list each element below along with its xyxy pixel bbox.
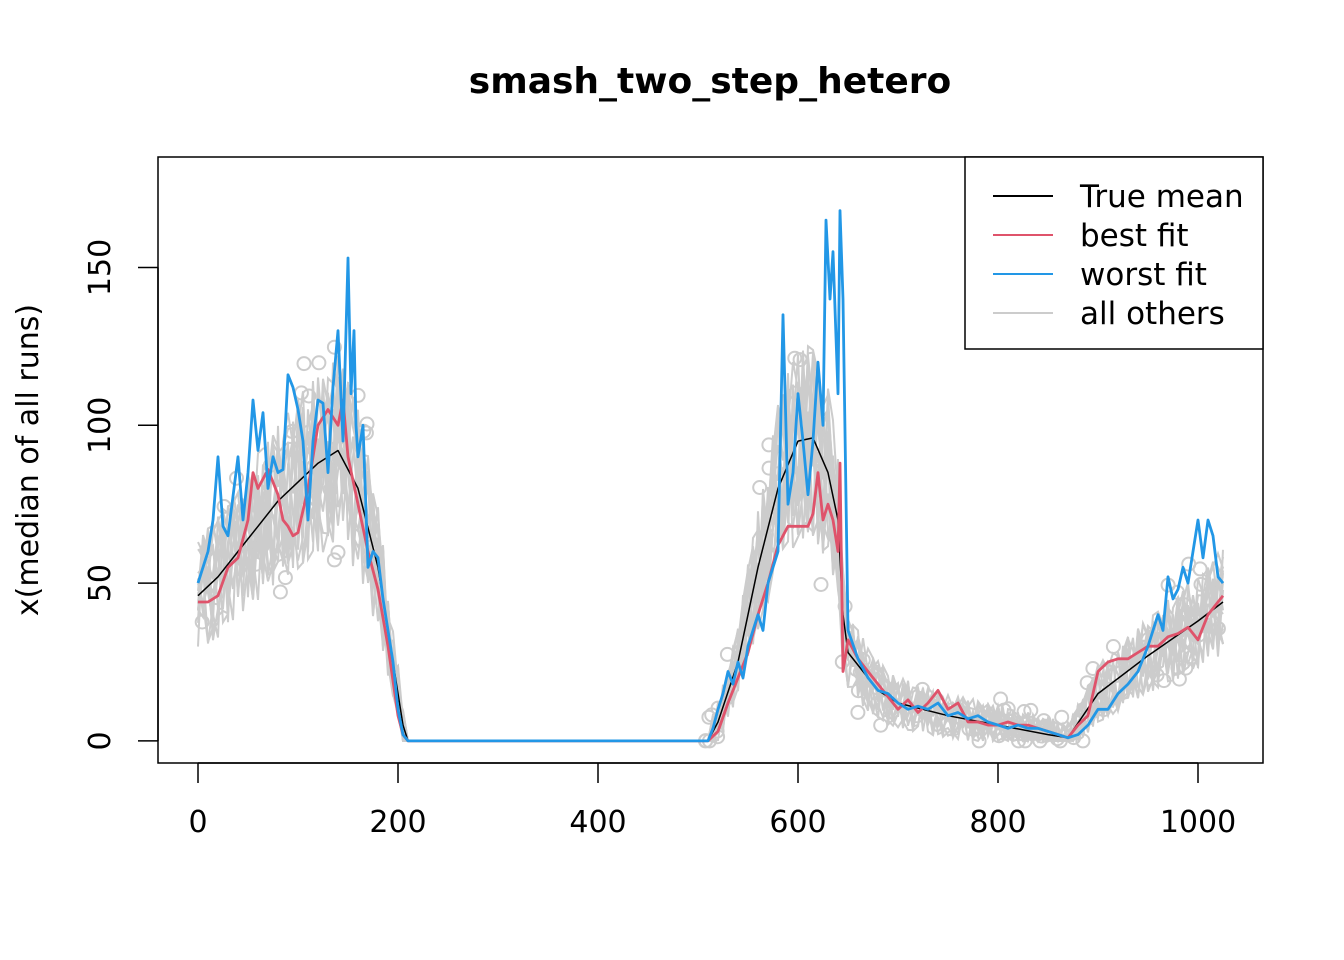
worst-fit-line bbox=[196, 209, 1225, 743]
other-run-point bbox=[1184, 649, 1199, 665]
other-run-point bbox=[1079, 675, 1095, 691]
other-run-point bbox=[248, 556, 264, 572]
other-run-point bbox=[350, 387, 366, 403]
x-tick-label: 200 bbox=[369, 805, 426, 840]
other-run-point bbox=[971, 733, 987, 749]
other-run-point bbox=[1192, 561, 1208, 577]
y-tick-label: 100 bbox=[83, 397, 118, 454]
other-run-point bbox=[873, 717, 889, 733]
other-run-point bbox=[991, 728, 1007, 744]
other-run-point bbox=[359, 416, 375, 432]
legend-label-true-mean: True mean bbox=[1079, 179, 1244, 215]
other-run-point bbox=[837, 598, 853, 614]
all-others-lines bbox=[194, 339, 1226, 749]
y-tick-label: 150 bbox=[83, 239, 118, 296]
other-run-point bbox=[813, 577, 829, 592]
other-run-point bbox=[1176, 597, 1192, 613]
other-run-point bbox=[326, 339, 342, 355]
y-axis: 0 50 100 150 bbox=[83, 239, 159, 750]
other-run-point bbox=[996, 702, 1012, 718]
other-run-point bbox=[1191, 627, 1207, 643]
other-run-point bbox=[311, 355, 327, 371]
legend-label-all-others: all others bbox=[1080, 296, 1225, 332]
other-run-point bbox=[358, 425, 374, 441]
other-run-point bbox=[915, 681, 930, 697]
other-run-point bbox=[254, 539, 270, 554]
other-run-point bbox=[1171, 671, 1187, 687]
x-tick-label: 600 bbox=[769, 805, 826, 840]
other-run-point bbox=[272, 584, 288, 600]
other-run-point bbox=[758, 527, 774, 543]
x-axis: 0 200 400 600 800 1000 bbox=[188, 762, 1236, 840]
x-tick-label: 400 bbox=[569, 805, 626, 840]
legend-label-worst-fit: worst fit bbox=[1080, 257, 1207, 293]
legend-label-best-fit: best fit bbox=[1080, 218, 1189, 254]
other-run-point bbox=[1011, 733, 1026, 749]
other-run-point bbox=[1210, 621, 1226, 637]
other-run-point bbox=[787, 350, 803, 366]
other-run-point bbox=[1193, 576, 1209, 592]
x-tick-label: 0 bbox=[188, 805, 207, 840]
x-tick-label: 800 bbox=[969, 805, 1026, 840]
other-run-point bbox=[850, 683, 866, 699]
other-run-point bbox=[788, 385, 804, 401]
other-run-point bbox=[752, 480, 768, 495]
y-tick-label: 50 bbox=[83, 564, 118, 602]
other-run-point bbox=[1032, 733, 1048, 749]
other-run-point bbox=[322, 482, 338, 498]
other-run-point bbox=[1023, 702, 1039, 718]
other-run-point bbox=[1036, 713, 1052, 729]
other-run-point bbox=[719, 646, 735, 662]
y-axis-label: x(median of all runs) bbox=[11, 304, 46, 616]
legend-box bbox=[964, 156, 1264, 350]
other-run-point bbox=[850, 704, 866, 720]
other-run-point bbox=[1170, 660, 1186, 675]
other-run-point bbox=[326, 552, 342, 568]
other-run-point bbox=[1156, 673, 1172, 689]
other-run-point bbox=[296, 356, 312, 372]
x-tick-label: 1000 bbox=[1160, 805, 1236, 840]
y-tick-label: 0 bbox=[83, 731, 118, 750]
other-run-point bbox=[1049, 731, 1065, 747]
other-run-point bbox=[1054, 709, 1070, 725]
chart-title: smash_two_step_hetero bbox=[469, 61, 951, 102]
other-run-line bbox=[197, 382, 1224, 744]
other-run-point bbox=[704, 707, 720, 723]
other-run-point bbox=[194, 614, 210, 630]
other-run-point bbox=[761, 437, 777, 453]
other-run-point bbox=[277, 570, 293, 586]
other-run-point bbox=[1105, 639, 1121, 654]
other-run-point bbox=[1017, 733, 1033, 749]
series-layer bbox=[196, 209, 1225, 743]
other-run-point bbox=[761, 460, 777, 476]
other-run-line bbox=[197, 355, 1224, 745]
other-run-point bbox=[330, 544, 346, 560]
other-run-point bbox=[301, 388, 317, 404]
other-run-point bbox=[1016, 704, 1032, 719]
